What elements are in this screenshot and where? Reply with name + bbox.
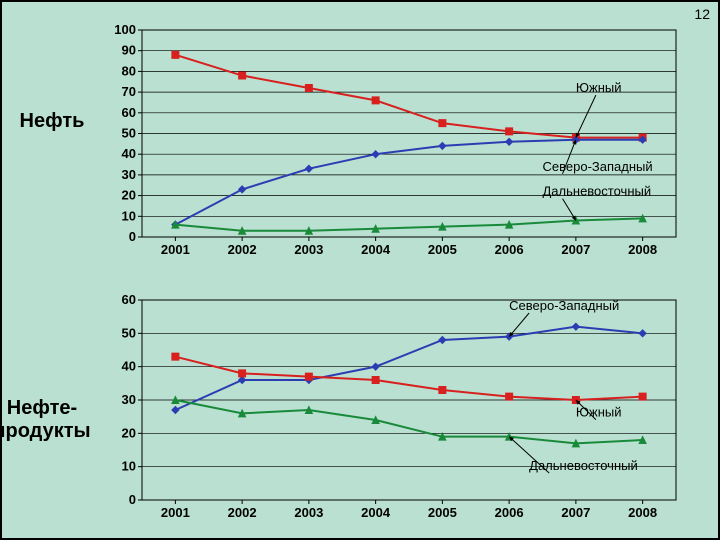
svg-text:40: 40 (122, 359, 136, 374)
series-marker (239, 370, 246, 377)
svg-text:50: 50 (122, 325, 136, 340)
svg-text:70: 70 (122, 84, 136, 99)
svg-text:20: 20 (122, 425, 136, 440)
svg-text:2003: 2003 (294, 505, 323, 520)
series-marker (506, 393, 513, 400)
chart-title-products: Нефте-продукты (0, 397, 102, 443)
svg-text:60: 60 (122, 294, 136, 307)
svg-text:2005: 2005 (428, 242, 457, 257)
svg-text:30: 30 (122, 167, 136, 182)
series-marker (172, 51, 179, 58)
svg-text:2001: 2001 (161, 242, 190, 257)
series-marker (439, 387, 446, 394)
svg-text:0: 0 (129, 229, 136, 244)
svg-text:2003: 2003 (294, 242, 323, 257)
series-marker (439, 120, 446, 127)
series-marker (506, 128, 513, 135)
svg-text:2004: 2004 (361, 505, 391, 520)
chart-annotation: Северо-Западный (509, 298, 619, 313)
series-marker (239, 72, 246, 79)
svg-text:2007: 2007 (561, 242, 590, 257)
svg-text:2007: 2007 (561, 505, 590, 520)
chart-annotation: Дальневосточный (529, 458, 638, 473)
svg-text:40: 40 (122, 146, 136, 161)
chart-title-oil: Нефть (0, 110, 112, 133)
svg-text:90: 90 (122, 43, 136, 58)
svg-text:2002: 2002 (228, 242, 257, 257)
svg-text:2001: 2001 (161, 505, 190, 520)
svg-text:80: 80 (122, 63, 136, 78)
chart-oil: 0 10 20 30 40 50 60 70 80 90 100 2001 2002 2003 2004 20… (102, 24, 682, 259)
series-marker (372, 377, 379, 384)
series-marker (639, 393, 646, 400)
series-marker (372, 97, 379, 104)
svg-text:2008: 2008 (628, 505, 657, 520)
chart-annotation: Северо-Западный (543, 159, 653, 174)
series-marker (305, 373, 312, 380)
svg-text:2004: 2004 (361, 242, 391, 257)
svg-text:10: 10 (122, 459, 136, 474)
svg-text:2006: 2006 (495, 242, 524, 257)
svg-text:50: 50 (122, 126, 136, 141)
svg-text:2005: 2005 (428, 505, 457, 520)
svg-text:60: 60 (122, 105, 136, 120)
svg-text:2008: 2008 (628, 242, 657, 257)
series-marker (172, 353, 179, 360)
svg-text:20: 20 (122, 188, 136, 203)
series-marker (305, 84, 312, 91)
svg-text:10: 10 (122, 208, 136, 223)
chart-annotation: Дальневосточный (543, 184, 652, 199)
svg-text:30: 30 (122, 392, 136, 407)
svg-text:100: 100 (114, 24, 136, 37)
chart-annotation: Южный (576, 80, 622, 95)
page-number: 12 (694, 6, 710, 22)
svg-text:2006: 2006 (495, 505, 524, 520)
svg-text:0: 0 (129, 492, 136, 507)
chart-products: 0 10 20 30 40 50 60 2001 2002 2003 2004 2005 2006 200… (102, 294, 682, 522)
svg-text:2002: 2002 (228, 505, 257, 520)
